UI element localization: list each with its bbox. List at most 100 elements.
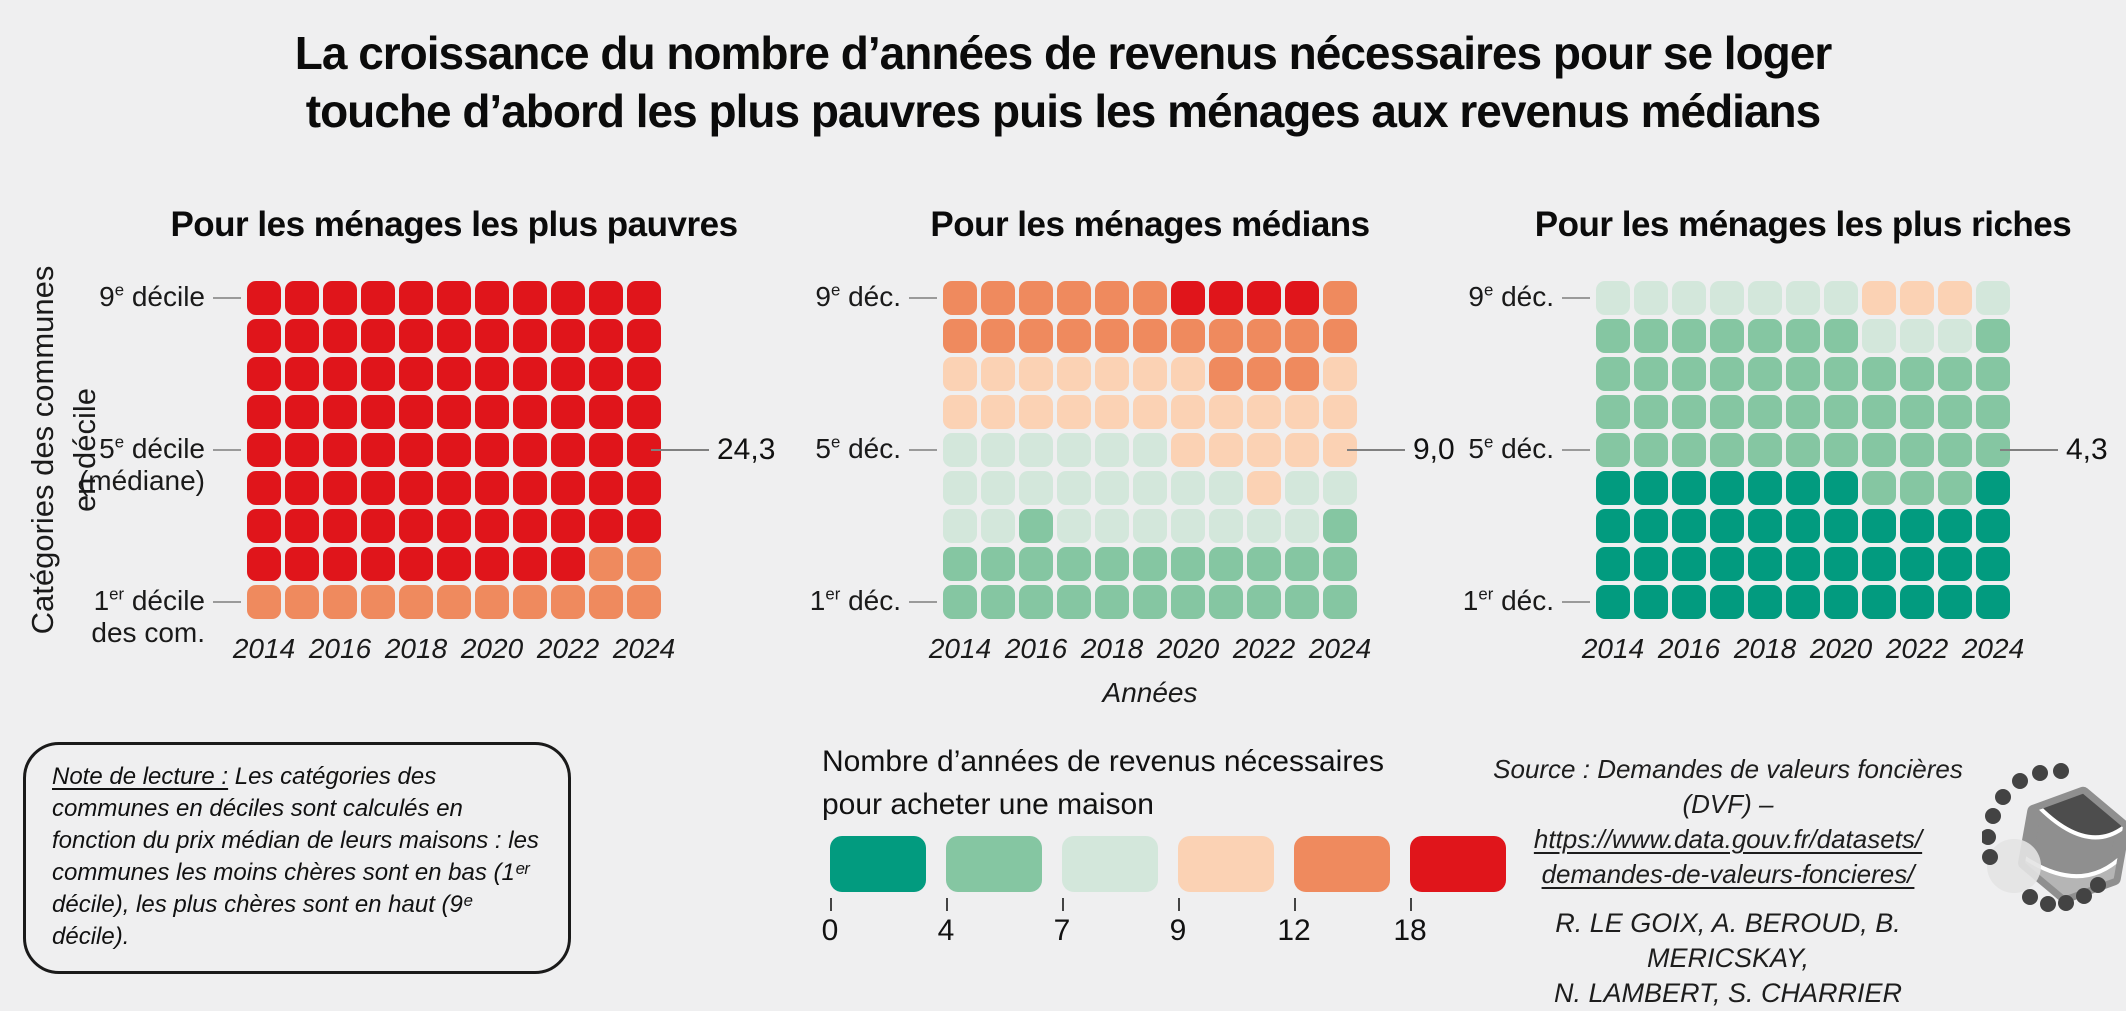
heatmap-cell <box>247 281 281 315</box>
heatmap-cell <box>1095 585 1129 619</box>
legend-tick <box>1410 898 1412 911</box>
heatmap-cell <box>1710 547 1744 581</box>
x-tick-label: 2016 <box>1657 633 1721 664</box>
heatmap-cell <box>285 471 319 505</box>
heatmap-cell <box>1672 471 1706 505</box>
heatmap-cell <box>981 281 1015 315</box>
heatmap-cell <box>943 471 977 505</box>
heatmap-cell <box>1019 547 1053 581</box>
color-legend: Nombre d’années de revenus nécessaires p… <box>822 740 1582 947</box>
heatmap-cell <box>1285 319 1319 353</box>
heatmap-cell <box>437 281 471 315</box>
heatmap-cell <box>627 319 661 353</box>
heatmap-cell <box>589 509 623 543</box>
heatmap-cell <box>1209 433 1243 467</box>
heatmap-cell <box>399 471 433 505</box>
heatmap-cell <box>1900 319 1934 353</box>
heatmap-cell <box>399 433 433 467</box>
panel-richest: Pour les ménages les plus riches 4,3 9e … <box>1463 205 2108 664</box>
panel-title: Pour les ménages médians <box>930 205 1370 244</box>
row-label-tick <box>213 297 241 299</box>
heatmap-cell <box>1247 585 1281 619</box>
heatmap-cell <box>323 281 357 315</box>
source-block: Source : Demandes de valeurs foncières (… <box>1478 752 1978 1011</box>
heatmap-cell <box>1710 281 1744 315</box>
heatmap-cell <box>1209 547 1243 581</box>
heatmap-cell <box>1900 281 1934 315</box>
heatmap-cell <box>1900 585 1934 619</box>
legend-swatches: 0 4 7 9 12 18 <box>822 836 1570 966</box>
heatmap-cell <box>589 471 623 505</box>
heatmap-cell <box>1634 281 1668 315</box>
heatmap-cell <box>1748 319 1782 353</box>
heatmap-cell <box>1095 547 1129 581</box>
heatmap-cell <box>1786 471 1820 505</box>
heatmap-cell <box>943 319 977 353</box>
heatmap-cell <box>323 395 357 429</box>
heatmap-cell <box>1171 281 1205 315</box>
heatmap-cell <box>1786 395 1820 429</box>
heatmap-cell <box>1824 357 1858 391</box>
heatmap-cell <box>551 281 585 315</box>
heatmap-cell <box>247 357 281 391</box>
heatmap-cell <box>1710 319 1744 353</box>
petanque-ball-logo <box>1982 763 2126 912</box>
heatmap-cell <box>1976 471 2010 505</box>
source-url-line1[interactable]: https://www.data.gouv.fr/datasets/ <box>1533 824 1923 854</box>
heatmap-cell <box>1634 319 1668 353</box>
heatmap-cell <box>551 509 585 543</box>
heatmap-cell <box>1596 547 1630 581</box>
heatmap-cell <box>247 319 281 353</box>
heatmap-cell <box>399 357 433 391</box>
heatmap-cell <box>513 433 547 467</box>
legend-title-line1: Nombre d’années de revenus nécessaires <box>822 745 1384 778</box>
heatmap-cell <box>551 471 585 505</box>
heatmap-cell <box>1596 585 1630 619</box>
heatmap-cell <box>513 471 547 505</box>
heatmap-cell <box>1019 433 1053 467</box>
callout-line <box>651 449 709 451</box>
heatmap-cell <box>1209 357 1243 391</box>
heatmap-cell <box>323 319 357 353</box>
heatmap-cell <box>513 395 547 429</box>
heatmap-cell <box>627 281 661 315</box>
heatmap-cell <box>1057 281 1091 315</box>
heatmap-cell <box>1634 357 1668 391</box>
heatmap-cell <box>247 509 281 543</box>
heatmap-cell <box>1095 471 1129 505</box>
heatmap-cell <box>1900 509 1934 543</box>
heatmap-cell <box>1171 395 1205 429</box>
heatmap-cell <box>627 585 661 619</box>
row-label: 9e déc. <box>1468 280 1554 312</box>
source-line: Source : Demandes de valeurs foncières (… <box>1493 754 1963 819</box>
heatmap-cell <box>1710 357 1744 391</box>
heatmap-cell <box>943 547 977 581</box>
y-axis-title-line1: Catégories des communes <box>25 265 60 635</box>
heatmap-cell <box>627 395 661 429</box>
heatmap-cell <box>1095 281 1129 315</box>
heatmap-cell <box>1824 395 1858 429</box>
heatmap-cell <box>1019 395 1053 429</box>
heatmap-cell <box>1019 471 1053 505</box>
legend-title: Nombre d’années de revenus nécessaires p… <box>822 740 1582 826</box>
heatmap-cell <box>1710 509 1744 543</box>
heatmap-cell <box>627 357 661 391</box>
heatmap-cell <box>1672 509 1706 543</box>
heatmap-cell <box>1786 509 1820 543</box>
heatmap-cell <box>981 433 1015 467</box>
source-url-line2[interactable]: demandes-de-valeurs-foncieres/ <box>1541 859 1915 889</box>
heatmap-cell <box>1019 319 1053 353</box>
heatmap-grid <box>943 281 1357 619</box>
callout-value: 4,3 <box>2066 433 2108 466</box>
row-label-tick <box>909 449 937 451</box>
heatmap-cell <box>1824 433 1858 467</box>
heatmap-cell <box>1900 395 1934 429</box>
legend-tick <box>946 898 948 911</box>
heatmap-cell <box>1323 547 1357 581</box>
heatmap-cell <box>513 319 547 353</box>
heatmap-cell <box>1285 357 1319 391</box>
heatmap-cell <box>981 585 1015 619</box>
reading-note: Note de lecture : Les catégories des com… <box>23 742 571 974</box>
heatmap-cell <box>1976 357 2010 391</box>
heatmap-cell <box>1938 585 1972 619</box>
